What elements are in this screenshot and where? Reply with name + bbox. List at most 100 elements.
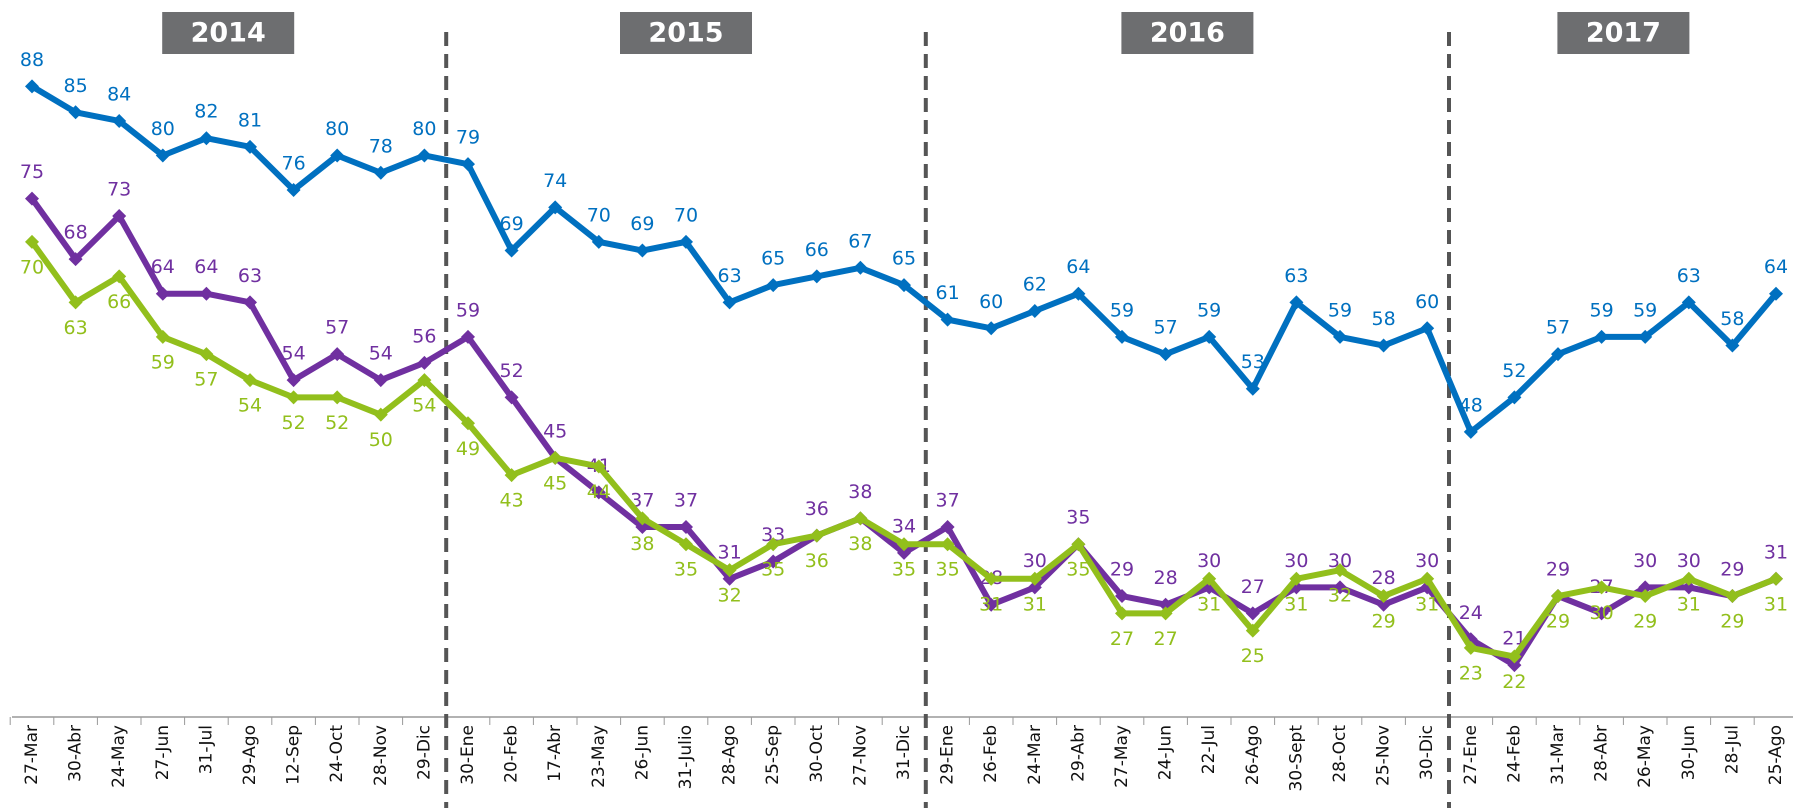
marker <box>68 252 83 267</box>
value-label: 63 <box>1677 265 1701 287</box>
marker <box>330 390 345 405</box>
marker <box>1333 329 1347 344</box>
x-tick-label: 27-Nov <box>850 725 870 786</box>
value-label: 30 <box>1023 550 1047 572</box>
marker <box>461 329 475 344</box>
marker <box>940 312 955 327</box>
value-label: 65 <box>892 248 916 270</box>
marker <box>1115 589 1129 604</box>
x-tick-label: 29-Abr <box>1068 725 1088 782</box>
value-label: 35 <box>936 559 960 581</box>
value-label: 64 <box>1764 256 1788 278</box>
value-label: 59 <box>151 351 175 373</box>
value-label: 80 <box>325 118 349 140</box>
marker <box>1725 589 1740 604</box>
value-label: 54 <box>238 395 262 417</box>
marker <box>373 407 388 422</box>
value-label: 79 <box>456 127 480 149</box>
marker <box>1376 338 1391 353</box>
marker <box>940 537 955 552</box>
value-label: 85 <box>64 75 88 97</box>
value-label: 30 <box>1590 602 1614 624</box>
year-label: 2014 <box>191 18 266 49</box>
marker <box>984 597 999 612</box>
value-label: 30 <box>1415 550 1439 572</box>
marker <box>373 373 388 388</box>
marker <box>1594 606 1609 621</box>
marker <box>155 329 170 344</box>
marker <box>591 485 606 500</box>
marker <box>984 321 999 336</box>
marker <box>417 355 432 370</box>
value-label: 70 <box>587 204 611 226</box>
marker <box>417 373 432 388</box>
value-label: 62 <box>1023 273 1047 295</box>
value-label: 44 <box>587 481 611 503</box>
x-tick-label: 28-Abr <box>1592 725 1612 782</box>
marker <box>897 545 911 560</box>
value-label: 34 <box>892 515 916 537</box>
marker <box>112 269 127 284</box>
value-label: 57 <box>1546 317 1570 339</box>
value-label: 66 <box>107 291 131 313</box>
value-label: 48 <box>1459 394 1483 416</box>
x-tick-label: 25-Sep <box>763 725 783 785</box>
x-tick-label: 24-Jun <box>1156 725 1176 780</box>
value-label: 65 <box>761 248 785 270</box>
marker <box>1420 321 1435 336</box>
x-tick-label: 26-Ago <box>1243 725 1263 785</box>
marker <box>1027 580 1042 595</box>
marker <box>286 183 301 198</box>
x-tick-label: 20-Feb <box>502 725 522 783</box>
year-box <box>620 12 752 54</box>
x-tick-label: 26-Jun <box>632 725 652 780</box>
x-tick-label: 27-May <box>1112 725 1132 788</box>
marker <box>1638 329 1653 344</box>
year-label: 2015 <box>648 18 723 49</box>
marker <box>504 390 519 405</box>
marker <box>25 79 39 94</box>
value-label: 37 <box>674 489 698 511</box>
value-label: 63 <box>718 265 742 287</box>
value-label: 80 <box>151 118 175 140</box>
value-label: 88 <box>20 49 44 71</box>
marker <box>243 373 257 388</box>
value-label: 22 <box>1502 671 1526 693</box>
marker <box>1245 606 1260 621</box>
marker <box>809 528 824 543</box>
x-tick-label: 23-May <box>589 725 609 788</box>
marker <box>330 148 345 163</box>
x-tick-label: 29-Dic <box>414 725 434 780</box>
value-label: 27 <box>1110 628 1134 650</box>
value-label: 50 <box>369 429 393 451</box>
marker <box>940 519 955 534</box>
value-label: 29 <box>1372 611 1396 633</box>
value-label: 84 <box>107 83 131 105</box>
marker <box>243 139 257 154</box>
value-label: 32 <box>718 585 742 607</box>
value-label: 29 <box>1720 611 1744 633</box>
marker <box>1507 658 1522 673</box>
value-label: 69 <box>630 213 654 235</box>
marker <box>286 373 301 388</box>
marker <box>243 295 257 310</box>
marker <box>1289 295 1304 310</box>
marker <box>1638 580 1653 595</box>
value-label: 61 <box>936 282 960 304</box>
value-label: 27 <box>1241 576 1265 598</box>
value-label: 29 <box>1546 559 1570 581</box>
marker <box>1071 537 1086 552</box>
x-tick-label: 31-Dic <box>894 725 914 780</box>
marker <box>1594 329 1609 344</box>
marker <box>679 519 693 534</box>
marker <box>1769 286 1783 301</box>
value-label: 75 <box>20 161 44 183</box>
marker <box>199 286 214 301</box>
value-label: 70 <box>20 256 44 278</box>
value-label: 59 <box>1110 299 1134 321</box>
x-tick-label: 31-Julio <box>676 725 696 789</box>
marker <box>1769 571 1783 586</box>
value-label: 63 <box>238 265 262 287</box>
value-label: 57 <box>325 317 349 339</box>
